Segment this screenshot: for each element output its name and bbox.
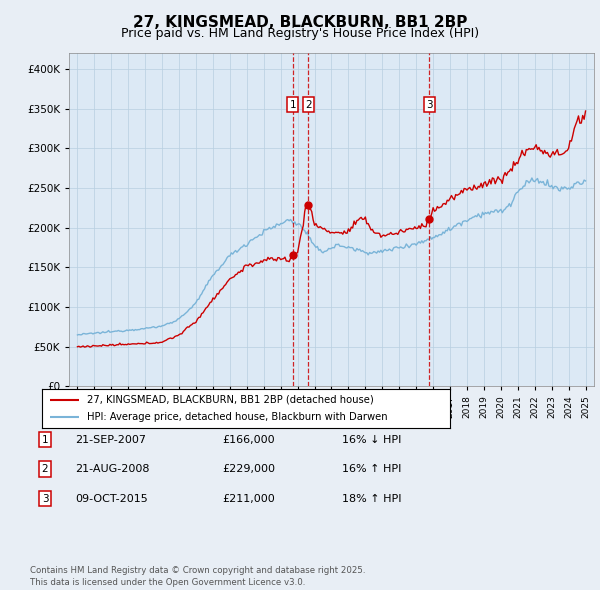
Text: 27, KINGSMEAD, BLACKBURN, BB1 2BP: 27, KINGSMEAD, BLACKBURN, BB1 2BP: [133, 15, 467, 30]
Text: 3: 3: [41, 494, 49, 503]
Text: 09-OCT-2015: 09-OCT-2015: [75, 494, 148, 503]
Text: £166,000: £166,000: [222, 435, 275, 444]
Text: £211,000: £211,000: [222, 494, 275, 503]
Text: 21-SEP-2007: 21-SEP-2007: [75, 435, 146, 444]
Text: 1: 1: [41, 435, 49, 444]
Text: 16% ↓ HPI: 16% ↓ HPI: [342, 435, 401, 444]
Text: HPI: Average price, detached house, Blackburn with Darwen: HPI: Average price, detached house, Blac…: [87, 412, 388, 422]
Text: 2: 2: [305, 100, 312, 110]
Text: Contains HM Land Registry data © Crown copyright and database right 2025.
This d: Contains HM Land Registry data © Crown c…: [30, 566, 365, 587]
Text: 27, KINGSMEAD, BLACKBURN, BB1 2BP (detached house): 27, KINGSMEAD, BLACKBURN, BB1 2BP (detac…: [87, 395, 374, 405]
Text: 16% ↑ HPI: 16% ↑ HPI: [342, 464, 401, 474]
Text: 3: 3: [426, 100, 433, 110]
Text: 18% ↑ HPI: 18% ↑ HPI: [342, 494, 401, 503]
Text: £229,000: £229,000: [222, 464, 275, 474]
Text: Price paid vs. HM Land Registry's House Price Index (HPI): Price paid vs. HM Land Registry's House …: [121, 27, 479, 40]
Text: 21-AUG-2008: 21-AUG-2008: [75, 464, 149, 474]
Text: 2: 2: [41, 464, 49, 474]
Text: 1: 1: [290, 100, 296, 110]
